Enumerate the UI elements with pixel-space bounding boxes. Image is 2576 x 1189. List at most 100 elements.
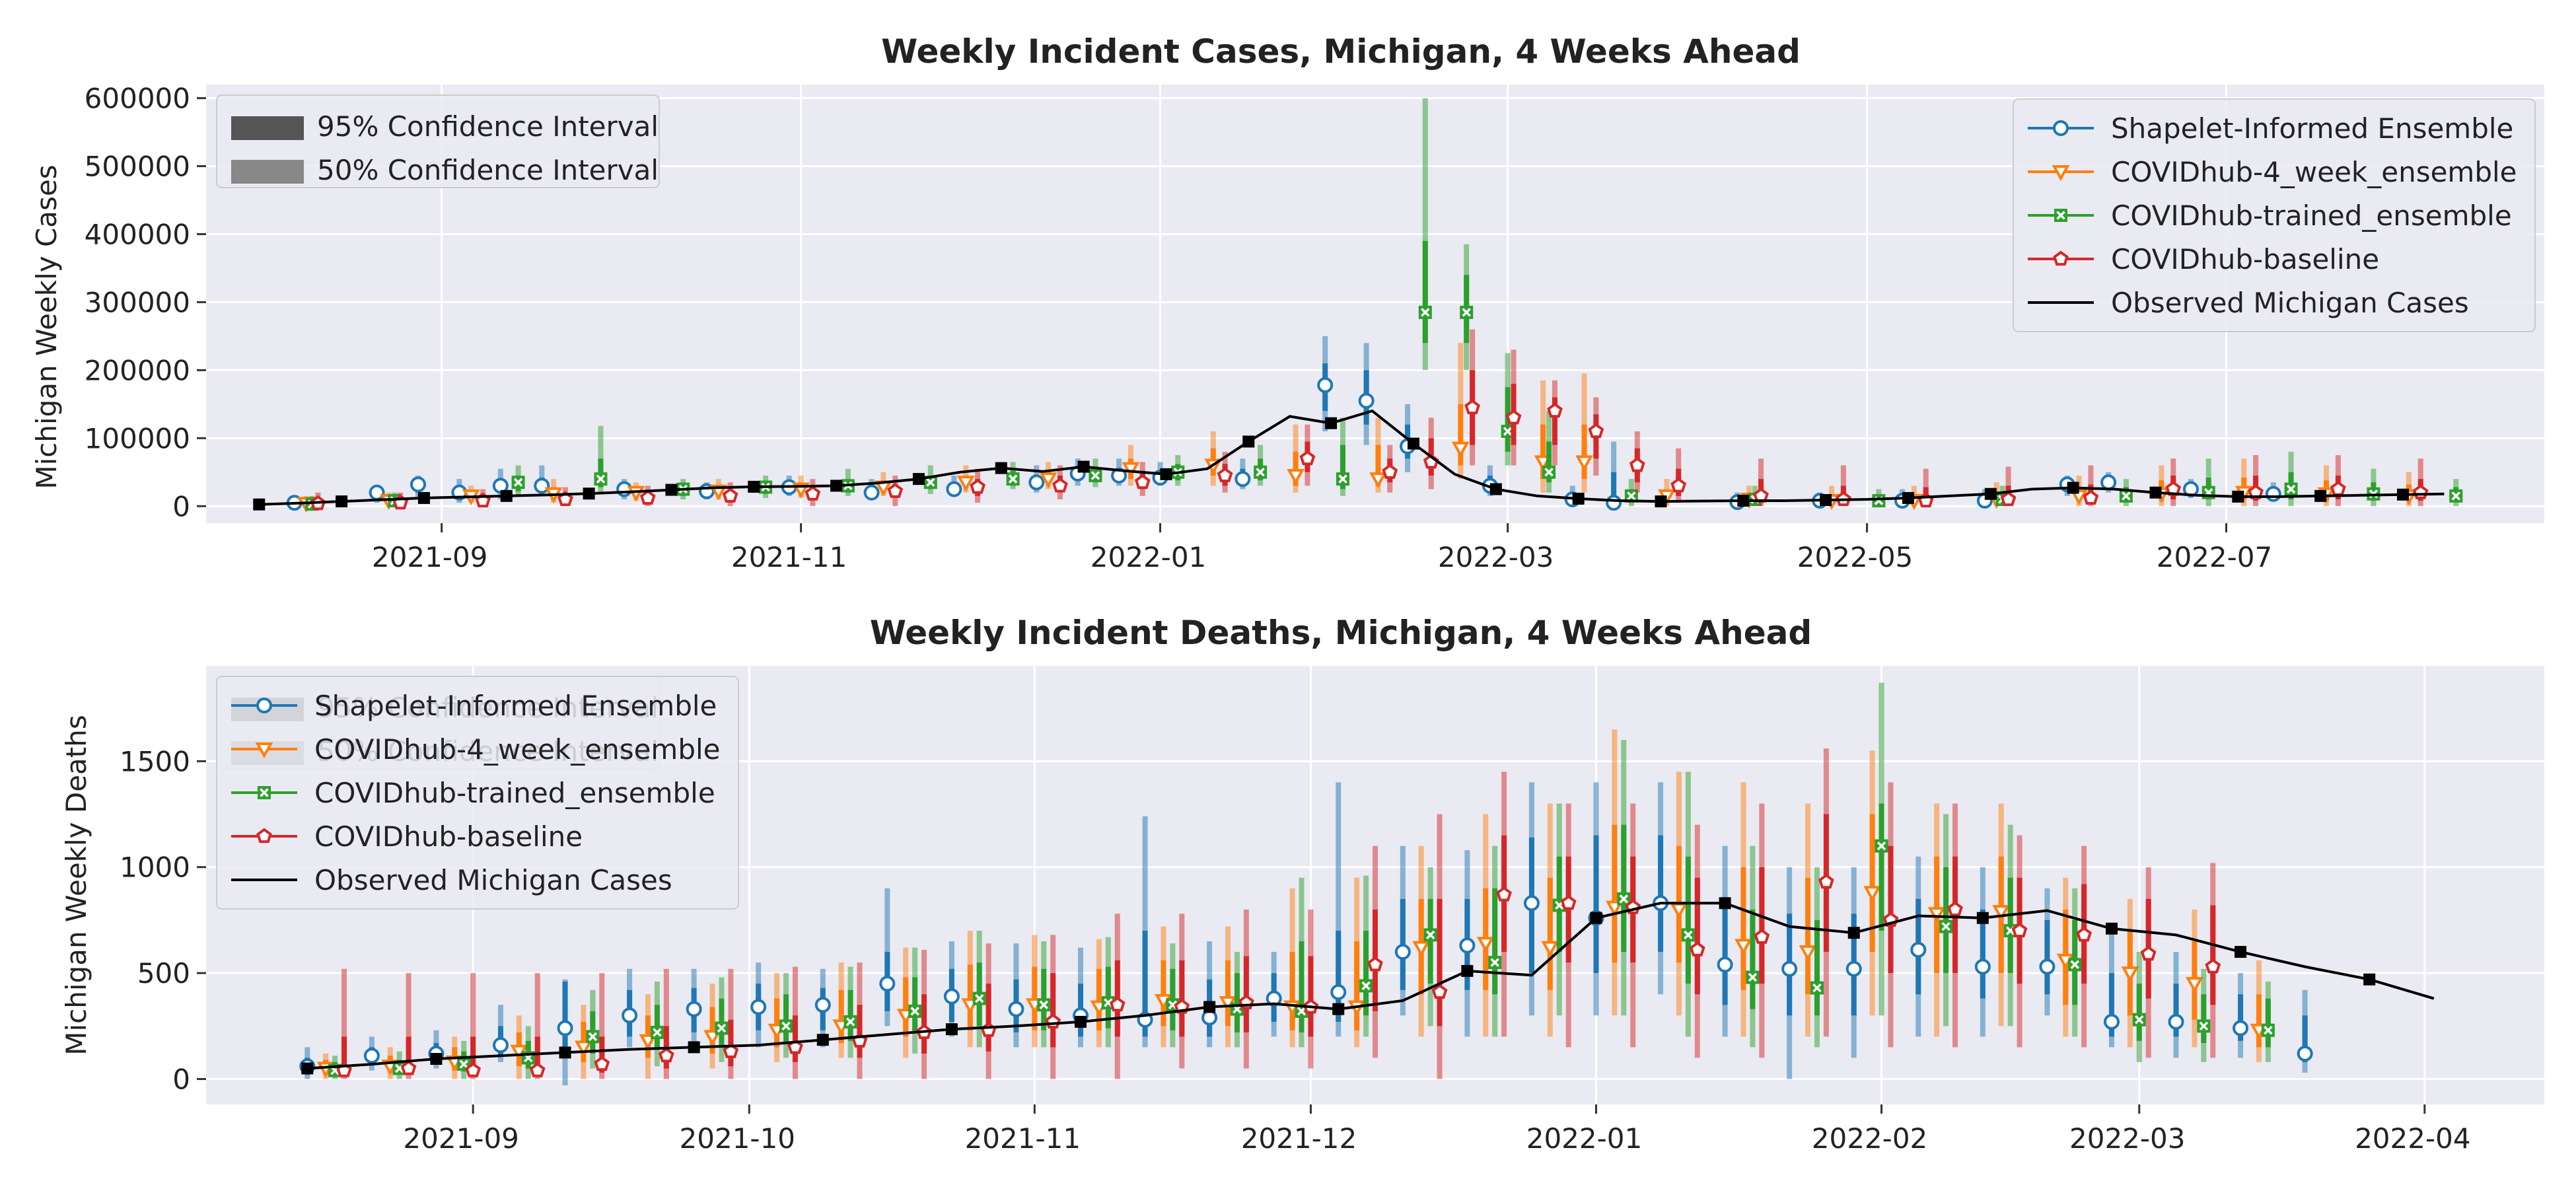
cases-forecast-point-cross [1462,308,1471,317]
cases-legend-marker [2053,250,2069,266]
deaths-legend-label: COVIDhub-baseline [314,820,583,853]
deaths-observed-point [1203,1001,1216,1013]
cases-forecast-point [2265,486,2281,502]
cases-legend-marker [2053,120,2069,136]
deaths-forecast-point-cross [1877,841,1886,851]
deaths-forecast-point [658,1047,674,1063]
cases-ytick-label: 100000 [85,422,190,454]
deaths-forecast-point [586,1030,600,1044]
deaths-observed-point [1976,912,1989,924]
deaths-forecast-point [779,1019,793,1033]
deaths-forecast-point [2068,958,2082,972]
deaths-legend-marker [256,828,272,844]
deaths-series-3 [336,748,2221,1079]
cases-forecast-point [2000,491,2017,507]
cases-forecast-point-cross [1091,471,1100,480]
cases-forecast-point [1336,472,1349,486]
cases-xtick-label: 2022-01 [1091,541,1207,573]
cases-forecast-point [1358,392,1375,409]
cases-forecast-point [1872,494,1886,508]
deaths-forecast-point [529,1062,546,1077]
cases-ytick-label: 300000 [85,286,190,318]
deaths-observed-point [945,1023,958,1036]
cases-forecast-point [1028,474,1045,491]
cases-observed-point [583,487,595,500]
deaths-forecast-point [2132,1013,2146,1027]
cases-forecast-point [1464,399,1480,415]
deaths-forecast-point [715,1021,729,1035]
deaths-forecast-point [2011,922,2028,938]
deaths-chart: Weekly Incident Deaths, Michigan, 4 Week… [60,614,2544,1155]
deaths-forecast-point [650,1025,664,1039]
deaths-forecast-point [1541,941,1559,957]
deaths-xtick-label: 2022-04 [2355,1122,2471,1155]
cases-observed-point [748,480,760,493]
deaths-observed-point [1075,1015,1087,1028]
deaths-forecast-point [1799,945,1817,962]
deaths-observed-series [301,897,2435,1075]
cases-forecast-point [2330,481,2346,496]
cases-forecast-point [1547,402,1563,418]
deaths-forecast-point-cross [1361,981,1371,991]
cases-ci-legend: 95% Confidence Interval 50% Confidence In… [216,94,660,188]
deaths-legend-label: Shapelet-Informed Ensemble [314,690,717,722]
deaths-forecast-point [1717,956,1733,973]
deaths-forecast-point-cross [1490,958,1499,967]
cases-observed-point [830,480,843,492]
deaths-forecast-point [2233,1020,2249,1036]
deaths-forecast-point [2261,1023,2275,1037]
deaths-forecast-point [1681,928,1695,942]
cases-forecast-point [2100,474,2117,491]
deaths-forecast-point [575,1040,592,1057]
cases-forecast-point [1287,468,1305,486]
cases-observed-point [1325,417,1338,429]
deaths-forecast-point [1910,941,1927,958]
cases-forecast-point [1606,495,1622,511]
cases-xtick-label: 2022-05 [1797,541,1914,573]
deaths-forecast-point [1330,984,1347,1000]
deaths-forecast-point [980,1022,997,1037]
cases-forecast-point-cross [2122,491,2131,501]
deaths-forecast-point [1523,895,1540,912]
cases-observed-point [253,498,266,511]
deaths-forecast-point-cross [2199,1021,2209,1031]
cases-forecast-point [1254,465,1268,479]
deaths-observed-point [1332,1003,1345,1015]
deaths-observed-point [1719,897,1731,910]
cases-legend-marker [2054,209,2067,222]
cases-observed-point [665,484,678,496]
deaths-observed-point [1590,912,1602,924]
deaths-forecast-point [1201,1009,1218,1026]
deaths-forecast-point [1359,979,1373,993]
deaths-forecast-point [686,1001,702,1017]
cases-series-legend-box [2013,98,2536,332]
deaths-forecast-point [1109,996,1126,1012]
cases-legend-label: Shapelet-Informed Ensemble [2111,112,2513,145]
deaths-series-legend: Shapelet-Informed Ensemble COVIDhub-4_wee… [216,676,739,910]
cases-observed-point [1820,493,1832,506]
cases-legend-label: COVIDhub-4_week_ensemble [2111,156,2517,188]
cases-forecast-point [1052,477,1068,493]
deaths-forecast-point [400,1060,417,1075]
cases-observed-point [1242,435,1255,448]
cases-observed-point [2396,488,2409,501]
cases-ytick-label: 400000 [85,218,190,250]
deaths-chart-title: Weekly Incident Deaths, Michigan, 4 Week… [870,614,1812,652]
deaths-forecast-point [1810,981,1824,995]
cases-forecast-point [369,484,385,501]
deaths-observed-point [688,1041,700,1054]
cases-forecast-point [1134,474,1151,489]
deaths-forecast-point [1037,998,1051,1012]
deaths-xtick-label: 2021-12 [1241,1122,1357,1155]
deaths-ytick-label: 500 [137,957,190,990]
cases-forecast-point [534,478,550,494]
deaths-xtick-label: 2022-01 [1526,1122,1643,1155]
deaths-legend-label: COVIDhub-trained_ensemble [314,777,715,809]
cases-forecast-point-cross [2286,484,2296,494]
cases-forecast-point [2201,486,2215,499]
deaths-forecast-point [465,1062,482,1077]
deaths-forecast-point [2185,977,2203,993]
cases-xtick-label: 2022-07 [2157,541,2273,573]
deaths-observed-point [2235,946,2247,958]
